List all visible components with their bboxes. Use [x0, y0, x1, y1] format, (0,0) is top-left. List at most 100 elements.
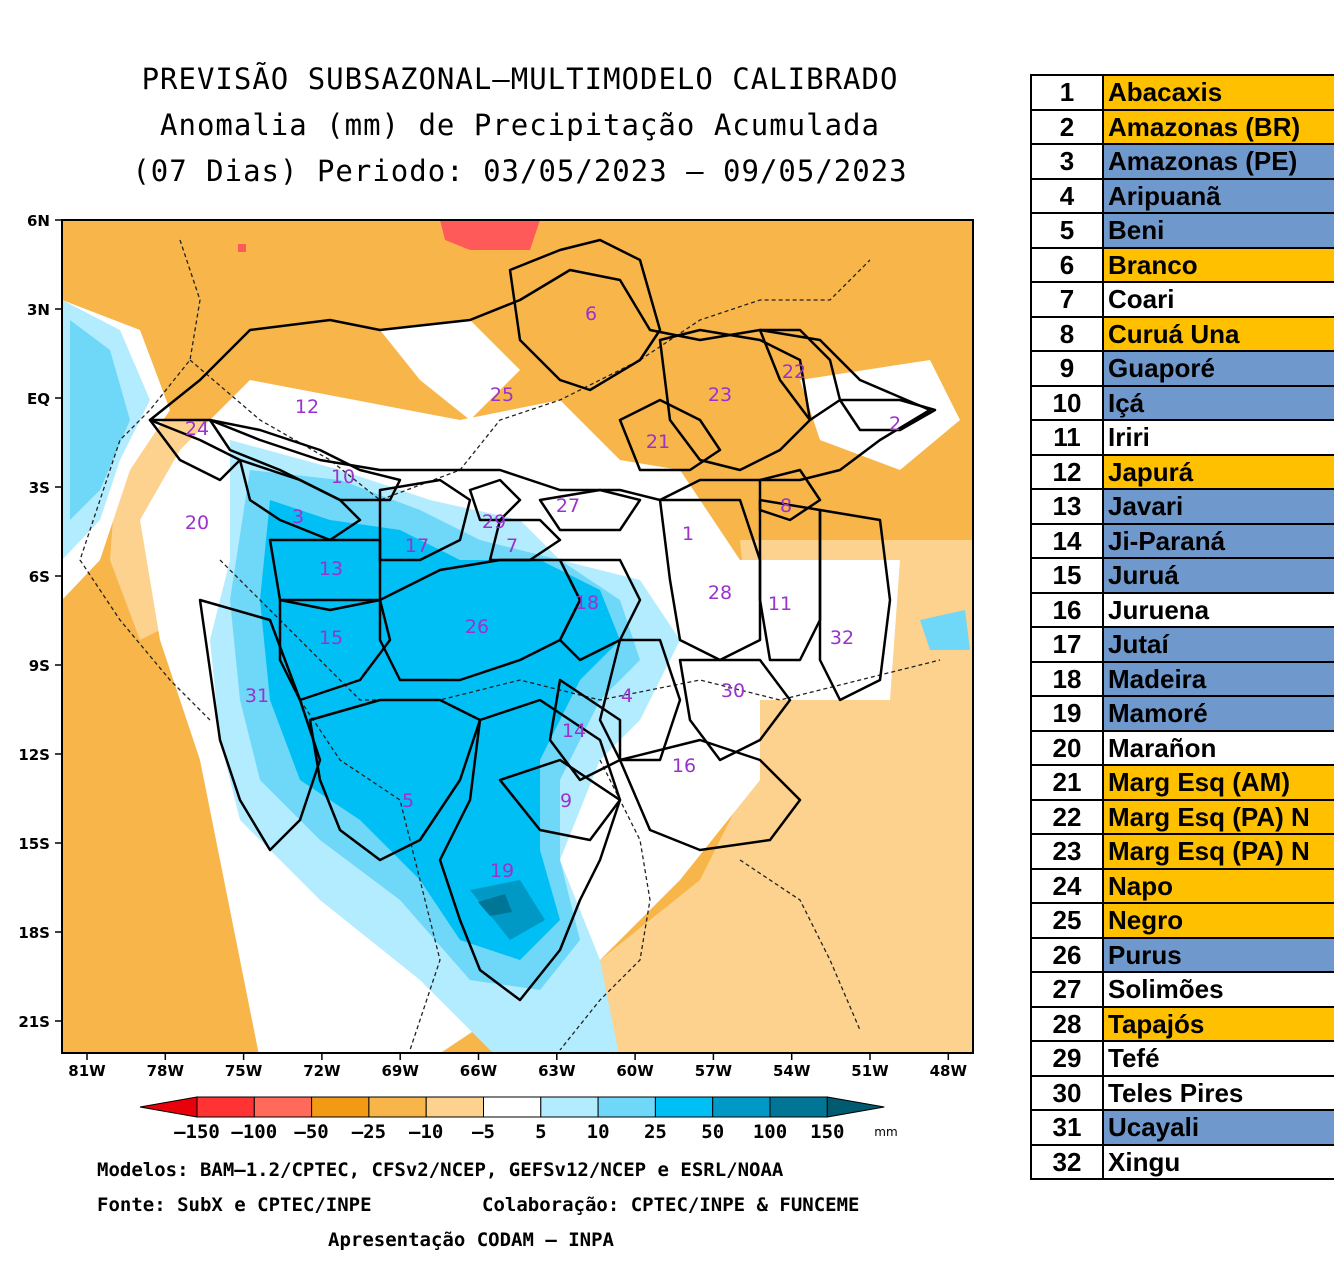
- basin-row: 15 Juruá: [1030, 557, 1334, 594]
- precipitation-anomaly-map: 6N 3N EQ 3S 6S 9S 12S 15S 18S 21S 81W 78W 75W 72W 69W…: [18, 212, 974, 1143]
- basin-label-10: 10: [331, 466, 355, 488]
- basin-label-25: 25: [490, 384, 514, 406]
- basin-row: 7 Coari: [1030, 281, 1334, 318]
- basin-label-11: 11: [768, 593, 792, 615]
- basin-number: 25: [1030, 902, 1104, 939]
- lat-label: 21S: [18, 1013, 50, 1031]
- basin-row: 13 Javari: [1030, 488, 1334, 525]
- basin-row: 1 Abacaxis: [1030, 74, 1334, 111]
- basin-row: 12 Japurá: [1030, 453, 1334, 490]
- basin-number: 5: [1030, 212, 1104, 249]
- colorbar-tick-label: –100: [231, 1121, 277, 1143]
- basin-label-20: 20: [185, 512, 209, 534]
- basin-number: 2: [1030, 108, 1104, 145]
- lon-label: 66W: [460, 1062, 498, 1080]
- lon-label: 81W: [68, 1062, 106, 1080]
- basin-number: 17: [1030, 626, 1104, 663]
- basin-number: 19: [1030, 695, 1104, 732]
- basin-row: 24 Napo: [1030, 867, 1334, 904]
- colorbar-tick-label: 10: [587, 1121, 610, 1143]
- basin-name: Madeira: [1102, 660, 1334, 697]
- lat-label: 3N: [27, 301, 50, 319]
- basin-number: 30: [1030, 1074, 1104, 1111]
- basin-name: Juruena: [1102, 591, 1334, 628]
- basin-name: Marg Esq (PA) N: [1102, 798, 1334, 835]
- basin-label-26: 26: [465, 616, 489, 638]
- basin-name: Xingu: [1102, 1143, 1334, 1180]
- title-line-1: PREVISÃO SUBSAZONAL–MULTIMODELO CALIBRAD…: [141, 62, 899, 96]
- basin-name: Branco: [1102, 246, 1334, 283]
- basin-row: 19 Mamoré: [1030, 695, 1334, 732]
- lat-label: 3S: [29, 479, 50, 497]
- basin-number: 29: [1030, 1040, 1104, 1077]
- basin-label-7: 7: [506, 535, 518, 557]
- colorbar-segment: [712, 1096, 771, 1118]
- colorbar-tick-label: –150: [174, 1121, 220, 1143]
- basin-name: Coari: [1102, 281, 1334, 318]
- basin-legend-table: 1 Abacaxis 2 Amazonas (BR) 3 Amazonas (PE) 4 Ar…: [1030, 74, 1334, 1180]
- colorbar-tick-label: –10: [409, 1121, 443, 1143]
- basin-label-27: 27: [556, 495, 580, 517]
- basin-label-19: 19: [490, 860, 514, 882]
- colorbar-tick-label: –25: [352, 1121, 386, 1143]
- lat-label: EQ: [27, 390, 50, 408]
- lon-label: 57W: [695, 1062, 733, 1080]
- colorbar-segment: [597, 1096, 656, 1118]
- basin-label-16: 16: [672, 755, 696, 777]
- credit-source: Fonte: SubX e CPTEC/INPE: [97, 1194, 372, 1216]
- basin-number: 10: [1030, 384, 1104, 421]
- basin-name: Japurá: [1102, 453, 1334, 490]
- colorbar-segment: [654, 1096, 714, 1118]
- colorbar-segment: [540, 1096, 599, 1118]
- basin-label-28: 28: [708, 582, 732, 604]
- anomaly-field: [62, 220, 973, 1053]
- basin-name: Juruá: [1102, 557, 1334, 594]
- lon-label: 72W: [303, 1062, 341, 1080]
- basin-label-9: 9: [560, 790, 572, 812]
- lon-label: 48W: [930, 1062, 968, 1080]
- basin-number: 27: [1030, 971, 1104, 1008]
- basin-label-24: 24: [185, 418, 209, 440]
- basin-label-4: 4: [621, 685, 633, 707]
- colorbar-segment: [311, 1096, 370, 1118]
- basin-name: Marañon: [1102, 729, 1334, 766]
- basin-number: 9: [1030, 350, 1104, 387]
- colorbar-high-arrow: [826, 1096, 885, 1118]
- basin-number: 20: [1030, 729, 1104, 766]
- basin-name: Aripuanã: [1102, 177, 1334, 214]
- basin-label-2: 2: [889, 413, 901, 435]
- basin-row: 6 Branco: [1030, 246, 1334, 283]
- lon-label: 78W: [147, 1062, 185, 1080]
- basin-name: Purus: [1102, 936, 1334, 973]
- lon-label: 75W: [225, 1062, 263, 1080]
- colorbar-tick-label: 50: [701, 1121, 724, 1143]
- basin-label-5: 5: [402, 790, 414, 812]
- basin-name: Amazonas (BR): [1102, 108, 1334, 145]
- basin-row: 14 Ji-Paraná: [1030, 522, 1334, 559]
- basin-row: 18 Madeira: [1030, 660, 1334, 697]
- basin-name: Içá: [1102, 384, 1334, 421]
- colorbar-segment: [196, 1096, 255, 1118]
- longitude-axis: 81W 78W 75W 72W 69W 66W 63W 60W 57W 54W 51W 48W: [68, 1053, 967, 1080]
- basin-name: Beni: [1102, 212, 1334, 249]
- title-line-2: Anomalia (mm) de Precipitação Acumulada: [160, 108, 880, 142]
- lat-label: 6N: [27, 212, 50, 230]
- lon-label: 51W: [851, 1062, 889, 1080]
- basin-row: 30 Teles Pires: [1030, 1074, 1334, 1111]
- basin-label-17: 17: [405, 535, 429, 557]
- basin-row: 26 Purus: [1030, 936, 1334, 973]
- country-borders: [79, 239, 941, 1051]
- basin-row: 23 Marg Esq (PA) N: [1030, 833, 1334, 870]
- colorbar-tick-label: –50: [294, 1121, 328, 1143]
- basin-number: 3: [1030, 143, 1104, 180]
- colorbar-unit: mm: [874, 1125, 897, 1139]
- basin-number: 18: [1030, 660, 1104, 697]
- basin-label-21: 21: [646, 431, 670, 453]
- credit-collaboration: Colaboração: CPTEC/INPE & FUNCEME: [482, 1194, 860, 1216]
- basin-number: 24: [1030, 867, 1104, 904]
- lat-label: 9S: [29, 657, 50, 675]
- basin-label-31: 31: [245, 685, 269, 707]
- basin-label-22: 22: [782, 361, 806, 383]
- basin-row: 28 Tapajós: [1030, 1005, 1334, 1042]
- lat-label: 12S: [18, 746, 50, 764]
